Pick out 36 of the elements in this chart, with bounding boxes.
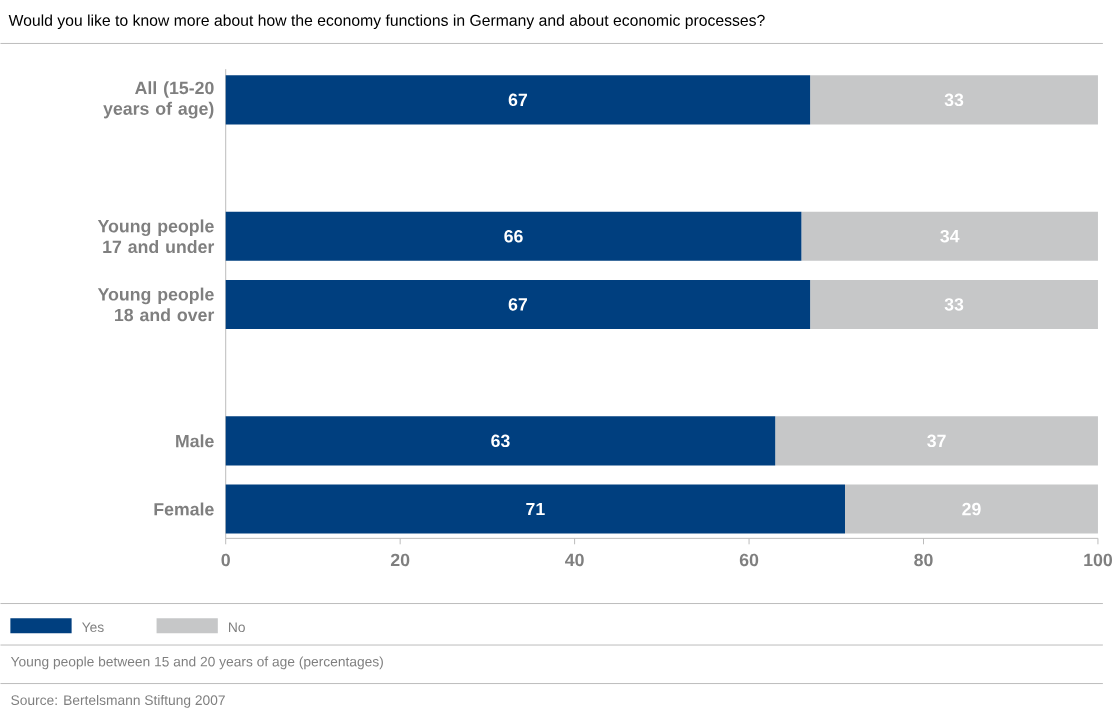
data-label: 67 [508,298,527,311]
bar [775,416,1098,466]
y-tick-label: Young people 17 and under [97,219,215,253]
y-tick-label: Female [154,502,214,516]
bar [845,484,1098,534]
y-tick-label: Male [176,434,214,448]
bar [225,279,811,329]
x-tick-label: 80 [914,553,933,567]
y-tick-label: All (15-20 years of age) [103,81,214,119]
x-tick-label: 0 [221,553,230,567]
bar [225,75,811,125]
bar [225,484,845,534]
text: Young people between 15 and 20 years of age (percentages) [10,656,383,670]
x-tick-label: 100 [1084,553,1112,567]
data-label: 63 [491,434,510,448]
data-label: 66 [504,229,523,243]
x-tick-label: 40 [565,553,584,567]
bar [225,211,802,261]
source-note: Source: Bertelsmann Stiftung 2007 [11,694,225,708]
legend-label: Yes [82,622,104,632]
bar [225,416,776,466]
y-tick-label: Young people 18 and over [97,287,215,322]
bar [810,75,1098,125]
chart-title: Would you like to know more about how the economy functions in Germany and about economic processes? [8,14,765,29]
data-label: 33 [944,93,964,107]
data-label: 29 [962,502,981,516]
data-label: 37 [927,434,946,448]
data-label: 67 [508,93,527,107]
legend-label: No [229,622,245,632]
x-tick-label: 60 [739,553,759,567]
x-tick-label: 20 [390,553,410,567]
bar [810,279,1098,329]
bar [801,211,1098,261]
data-label: 71 [526,502,545,516]
data-label: 33 [944,298,964,311]
data-label: 34 [940,229,960,243]
